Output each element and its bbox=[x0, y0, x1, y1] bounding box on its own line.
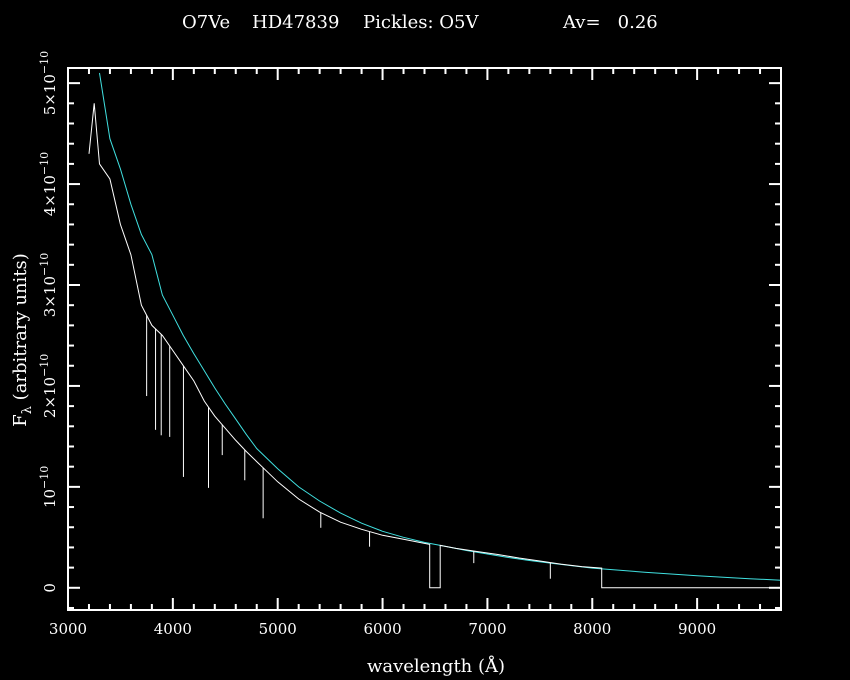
y-tick-label: 5×10−10 bbox=[38, 51, 59, 115]
chart-title-object: O7Ve bbox=[182, 12, 230, 33]
x-tick-labels: 3000 4000 5000 6000 7000 8000 9000 bbox=[49, 620, 716, 638]
y-tick-exponent: −10 bbox=[38, 466, 51, 489]
series-layer bbox=[88, 72, 781, 589]
y-axis-label-rest: (arbitrary units) bbox=[10, 253, 31, 406]
chart-title-star: HD47839 bbox=[252, 12, 339, 33]
y-tick-labels: 010−102×10−103×10−104×10−105×10−10 bbox=[38, 51, 59, 593]
axis-ticks bbox=[67, 68, 782, 610]
plot-frame bbox=[67, 67, 782, 611]
series-line-0 bbox=[99, 72, 781, 581]
y-axis-label-subscript: λ bbox=[20, 406, 35, 414]
y-tick-exponent: −10 bbox=[38, 253, 51, 276]
axes-frame bbox=[67, 67, 782, 611]
x-tick-label: 7000 bbox=[468, 620, 506, 638]
y-tick-mantissa: 4×10 bbox=[41, 175, 59, 216]
y-tick-exponent: −10 bbox=[38, 354, 51, 377]
y-tick-label: 0 bbox=[41, 583, 59, 593]
y-tick-mantissa: 5×10 bbox=[41, 74, 59, 115]
y-tick-label: 2×10−10 bbox=[38, 354, 59, 418]
x-tick-label: 4000 bbox=[154, 620, 192, 638]
chart-title-pickles: Pickles: O5V bbox=[363, 12, 479, 33]
x-tick-label: 9000 bbox=[678, 620, 716, 638]
plot-area bbox=[88, 72, 781, 589]
y-tick-mantissa: 0 bbox=[41, 583, 59, 593]
chart-title-av: Av= 0.26 bbox=[562, 12, 658, 33]
x-tick-label: 5000 bbox=[259, 620, 297, 638]
y-tick-label: 10−10 bbox=[38, 466, 59, 508]
y-axis-label-main: F bbox=[10, 414, 31, 427]
x-axis-label: wavelength (Å) bbox=[367, 655, 505, 677]
x-tick-label: 8000 bbox=[573, 620, 611, 638]
y-tick-exponent: −10 bbox=[38, 51, 51, 74]
y-tick-mantissa: 10 bbox=[41, 489, 59, 508]
x-tick-label: 3000 bbox=[49, 620, 87, 638]
series-line-1 bbox=[88, 103, 781, 589]
y-tick-mantissa: 2×10 bbox=[41, 377, 59, 418]
y-axis-label: Fλ (arbitrary units) bbox=[10, 253, 35, 427]
y-tick-mantissa: 3×10 bbox=[41, 276, 59, 317]
y-tick-label: 4×10−10 bbox=[38, 152, 59, 216]
y-tick-exponent: −10 bbox=[38, 152, 51, 175]
x-tick-label: 6000 bbox=[363, 620, 401, 638]
y-tick-label: 3×10−10 bbox=[38, 253, 59, 317]
